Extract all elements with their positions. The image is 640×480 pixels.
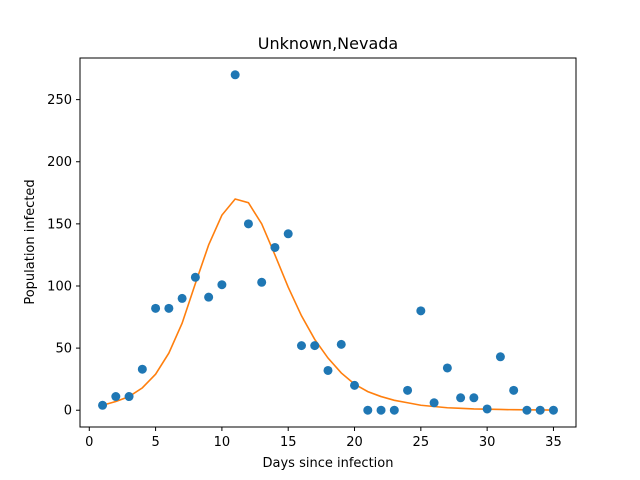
data-point	[509, 385, 519, 395]
data-point	[190, 272, 200, 282]
y-tick-label: 100	[47, 279, 72, 294]
data-point	[137, 364, 147, 374]
y-axis: 0 50 100 150 200 250	[47, 93, 80, 419]
data-point	[243, 219, 253, 229]
data-point	[151, 303, 161, 313]
chart-title: Unknown,Nevada	[258, 34, 398, 53]
data-point	[416, 306, 426, 316]
data-point	[310, 341, 320, 351]
x-axis-label: Days since infection	[263, 456, 394, 471]
data-point	[535, 405, 545, 415]
data-point	[482, 404, 492, 414]
x-tick-label: 35	[545, 435, 562, 450]
data-point	[548, 405, 558, 415]
data-point	[296, 341, 306, 351]
data-point	[376, 405, 386, 415]
x-tick-label: 20	[346, 435, 363, 450]
data-point	[270, 242, 280, 252]
y-axis-label: Population infected	[23, 179, 38, 304]
y-tick-label: 250	[47, 93, 72, 108]
data-point	[164, 303, 174, 313]
plot-area	[98, 70, 558, 415]
data-point	[336, 339, 346, 349]
axes-frame	[79, 57, 577, 428]
y-tick-label: 0	[64, 404, 72, 419]
data-point	[257, 277, 267, 287]
data-point	[323, 365, 333, 375]
data-point	[283, 229, 293, 239]
data-point	[204, 292, 214, 302]
data-point	[111, 392, 121, 402]
x-tick-label: 25	[413, 435, 430, 450]
x-tick-label: 5	[151, 435, 159, 450]
y-tick-label: 150	[47, 217, 72, 232]
x-tick-label: 10	[214, 435, 231, 450]
fit-line	[102, 198, 554, 411]
x-tick-label: 15	[280, 435, 297, 450]
data-point	[522, 405, 532, 415]
x-tick-label: 30	[479, 435, 496, 450]
x-tick-label: 0	[85, 435, 93, 450]
data-point	[429, 398, 439, 408]
data-point	[469, 393, 479, 403]
data-point	[389, 405, 399, 415]
data-point	[363, 405, 373, 415]
data-point	[442, 363, 452, 373]
y-tick-label: 50	[55, 342, 72, 357]
x-axis: 0 5 10 15 20 25 30 35	[85, 427, 562, 450]
data-point	[403, 385, 413, 395]
data-point	[98, 400, 108, 410]
data-point	[124, 392, 134, 402]
data-point	[456, 393, 466, 403]
y-tick-label: 200	[47, 155, 72, 170]
data-point	[177, 293, 187, 303]
data-point	[495, 352, 505, 362]
data-point	[350, 380, 360, 390]
data-point	[217, 280, 227, 290]
data-point	[230, 70, 240, 80]
